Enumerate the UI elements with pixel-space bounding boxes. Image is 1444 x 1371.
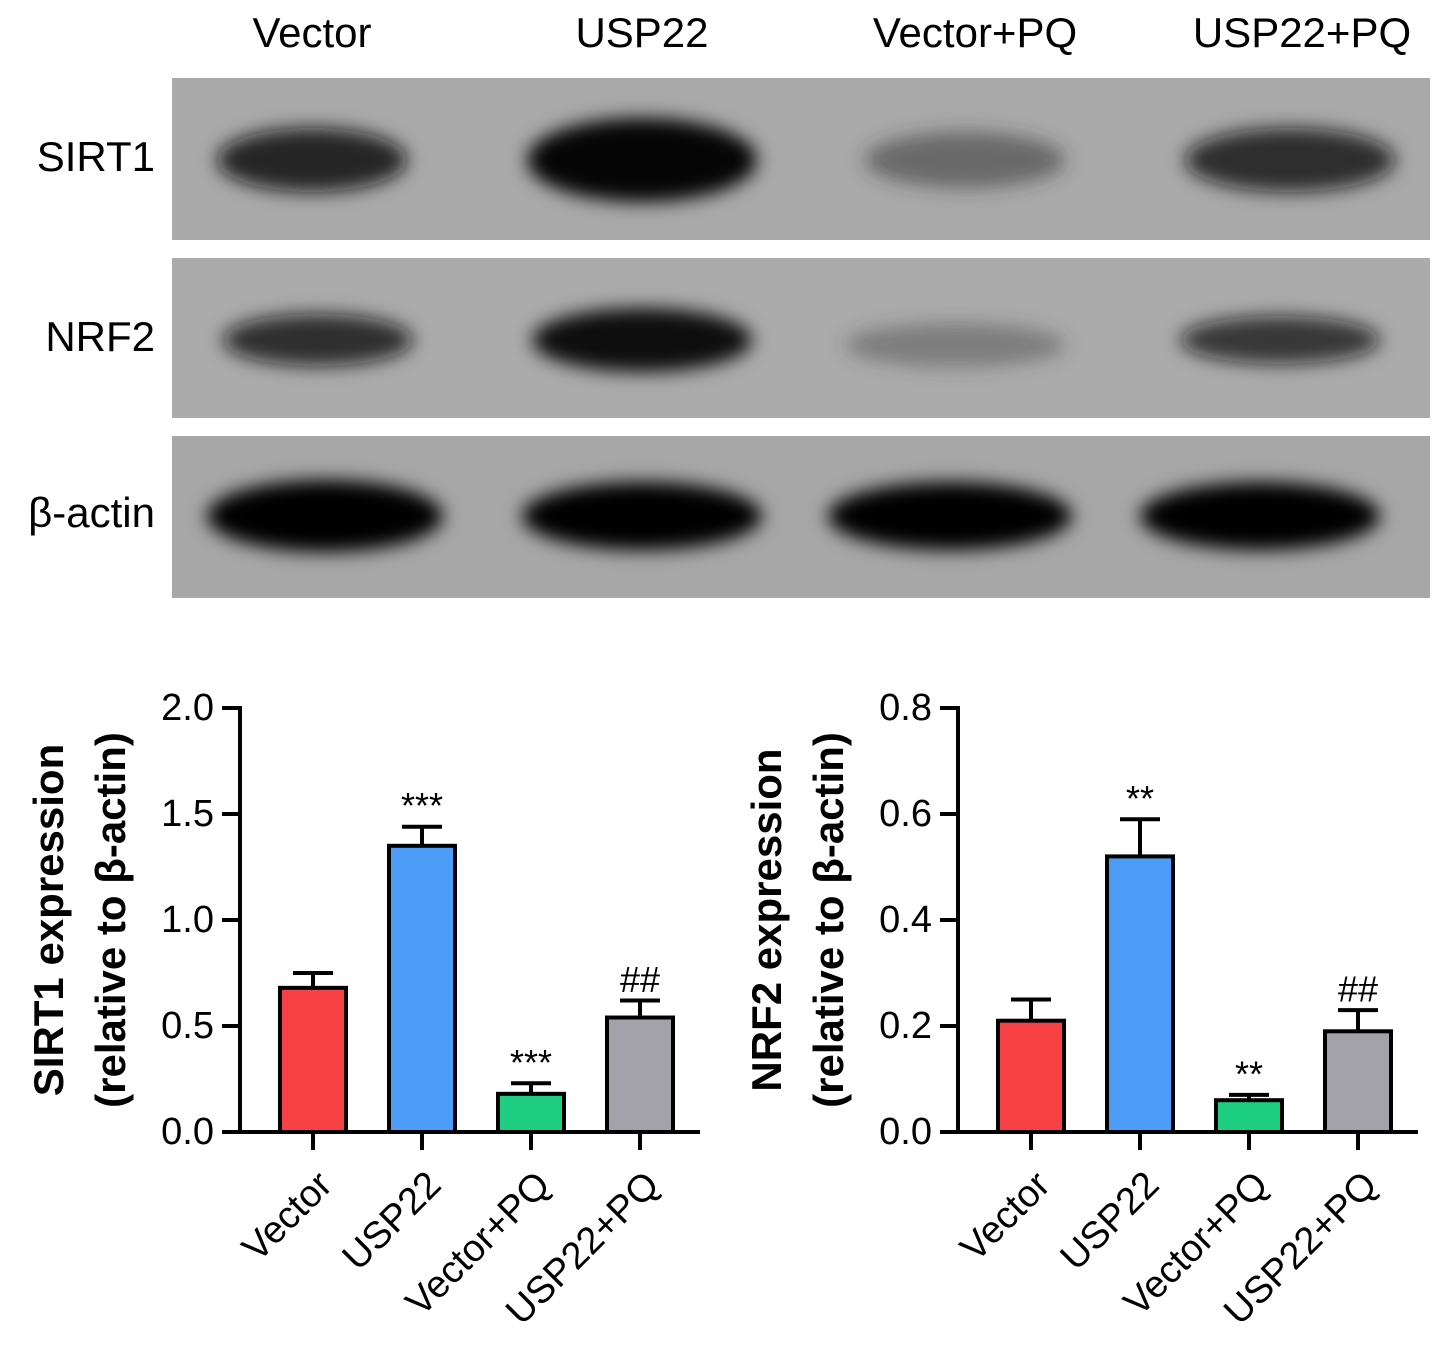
y-tick-label: 0.6	[879, 793, 932, 835]
band	[1180, 316, 1380, 364]
bar	[496, 1091, 566, 1134]
band	[207, 480, 443, 552]
band	[532, 308, 752, 372]
row-label: β-actin	[28, 489, 155, 536]
lane-label: USP22	[575, 9, 708, 56]
lane-label: Vector	[252, 9, 371, 56]
blot: Vector USP22 Vector+PQ USP22+PQ SIRT1 NR…	[28, 9, 1430, 598]
y-tick-label: 1.0	[161, 899, 214, 941]
bands	[207, 118, 1395, 552]
band	[845, 323, 1065, 367]
y-tick-label: 1.5	[161, 793, 214, 835]
bar	[387, 843, 457, 1134]
bar	[605, 1015, 675, 1135]
bar	[1105, 854, 1175, 1135]
significance-label: **	[1126, 778, 1154, 819]
y-tick-label: 0.8	[879, 687, 932, 729]
band	[522, 482, 762, 550]
band	[527, 118, 757, 202]
band	[865, 132, 1065, 188]
y-axis-label: (relative to β-actin)	[87, 732, 134, 1108]
y-tick-label: 2.0	[161, 687, 214, 729]
band	[217, 128, 407, 192]
y-axis-label: NRF2 expression	[743, 748, 790, 1091]
x-tick-label: Vector	[235, 1164, 341, 1270]
lane-label: USP22+PQ	[1193, 9, 1411, 56]
bar	[996, 1018, 1066, 1135]
band	[1185, 128, 1395, 192]
lane-label: Vector+PQ	[873, 9, 1077, 56]
band	[1140, 482, 1380, 550]
y-tick-label: 0.0	[879, 1111, 932, 1153]
bar	[1214, 1098, 1284, 1134]
significance-label: ***	[510, 1042, 552, 1083]
band	[223, 314, 413, 366]
row-label: NRF2	[45, 313, 155, 360]
y-axis-label: SIRT1 expression	[25, 744, 72, 1096]
y-tick-label: 0.0	[161, 1111, 214, 1153]
y-tick-label: 0.5	[161, 1005, 214, 1047]
bar	[278, 985, 348, 1135]
significance-label: ##	[620, 959, 660, 1000]
y-tick-label: 0.2	[879, 1005, 932, 1047]
significance-label: ***	[401, 785, 443, 826]
significance-label: **	[1235, 1053, 1263, 1094]
bar	[1323, 1029, 1393, 1135]
significance-label: ##	[1338, 969, 1378, 1010]
x-tick-label: Vector	[953, 1164, 1059, 1270]
row-label: SIRT1	[37, 133, 155, 180]
y-axis-label: (relative to β-actin)	[805, 732, 852, 1108]
y-tick-label: 0.4	[879, 899, 932, 941]
band	[828, 482, 1072, 550]
